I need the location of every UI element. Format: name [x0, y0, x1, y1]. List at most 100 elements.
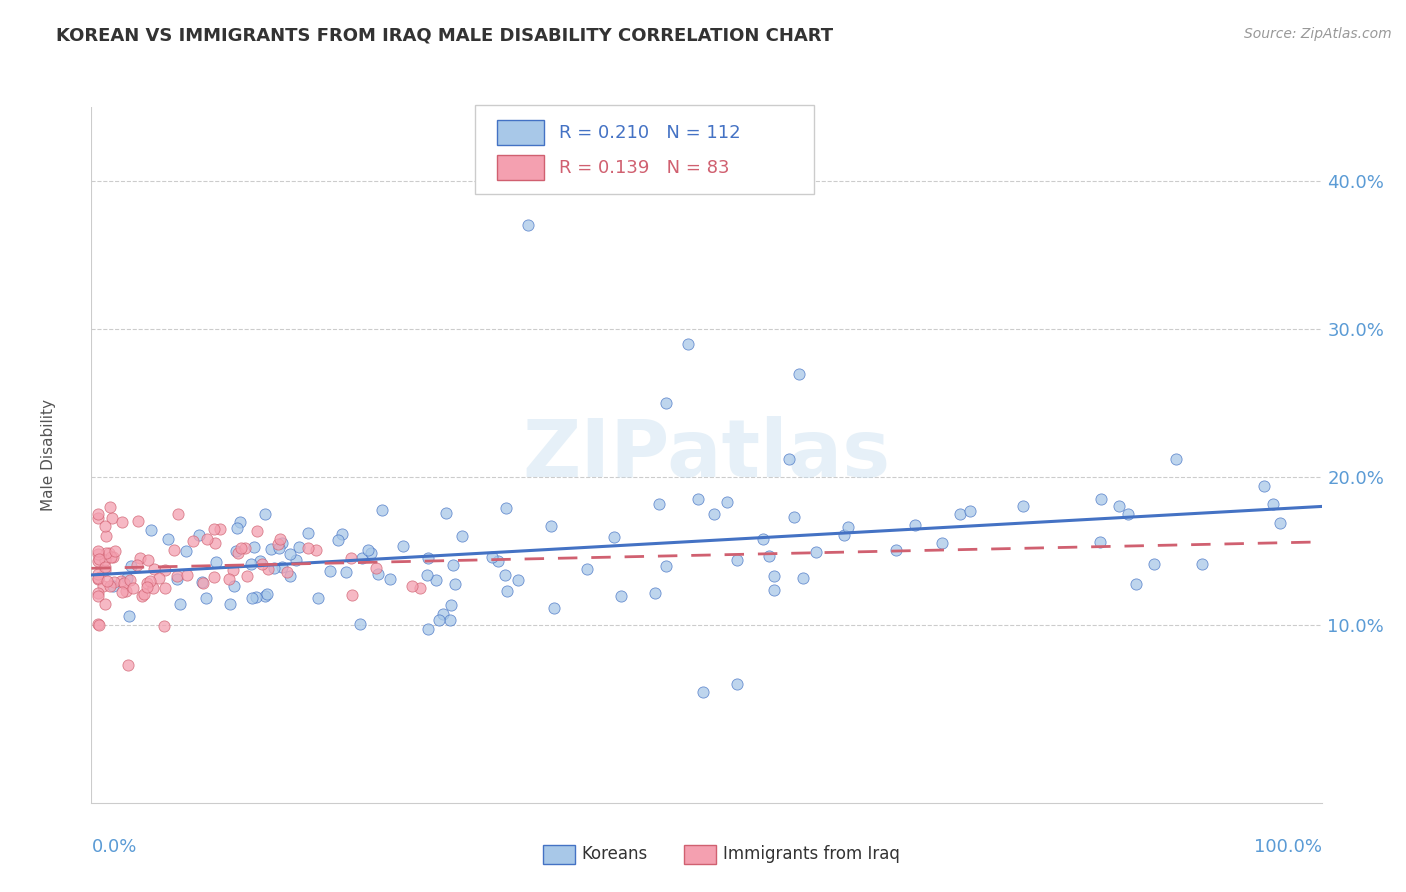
Point	[425, 573, 447, 587]
Point	[357, 543, 380, 558]
Point	[609, 589, 631, 603]
Point	[240, 557, 263, 571]
Point	[204, 555, 226, 569]
Point	[676, 337, 699, 351]
Point	[96, 574, 118, 588]
Point	[517, 219, 540, 233]
Point	[174, 543, 197, 558]
Point	[224, 579, 246, 593]
Point	[98, 579, 121, 593]
Point	[904, 517, 927, 532]
Point	[371, 503, 394, 517]
Point	[254, 507, 277, 521]
Point	[280, 547, 302, 561]
Point	[132, 587, 155, 601]
Point	[360, 546, 382, 560]
Point	[155, 582, 177, 596]
Point	[181, 534, 204, 549]
Point	[93, 563, 115, 577]
Point	[93, 560, 115, 574]
Point	[240, 591, 263, 605]
Point	[792, 571, 814, 585]
Point	[127, 514, 149, 528]
Point	[837, 520, 859, 534]
Point	[686, 492, 709, 507]
Point	[380, 572, 402, 586]
Point	[440, 598, 463, 612]
Point	[233, 541, 256, 555]
Point	[716, 495, 738, 509]
Point	[655, 396, 678, 410]
Point	[110, 584, 132, 599]
Point	[104, 544, 127, 558]
Point	[195, 591, 218, 605]
Point	[495, 584, 517, 599]
Point	[202, 570, 225, 584]
Point	[176, 568, 198, 582]
Text: R = 0.210   N = 112: R = 0.210 N = 112	[558, 124, 741, 142]
Point	[655, 559, 678, 574]
Point	[367, 567, 389, 582]
Point	[86, 511, 108, 525]
Point	[86, 547, 108, 561]
Point	[253, 589, 276, 603]
Point	[416, 568, 439, 582]
Point	[129, 550, 152, 565]
Point	[263, 560, 285, 574]
Point	[231, 541, 253, 555]
Point	[256, 587, 278, 601]
Point	[100, 549, 122, 564]
Point	[804, 545, 827, 559]
Point	[959, 504, 981, 518]
Point	[94, 518, 117, 533]
Point	[218, 572, 240, 586]
Point	[1118, 507, 1140, 521]
Point	[86, 617, 108, 632]
Point	[335, 565, 357, 579]
Point	[297, 541, 319, 556]
Point	[778, 451, 800, 466]
Point	[949, 507, 972, 521]
Point	[236, 569, 259, 583]
Point	[153, 563, 176, 577]
Point	[319, 564, 342, 578]
Point	[115, 571, 138, 585]
Point	[508, 573, 530, 587]
Point	[267, 541, 290, 555]
Point	[1261, 497, 1284, 511]
Point	[94, 529, 117, 543]
Point	[228, 515, 250, 529]
Point	[1191, 557, 1213, 571]
Point	[86, 571, 108, 585]
Point	[783, 509, 806, 524]
Point	[252, 557, 274, 571]
Point	[1108, 499, 1130, 513]
Point	[486, 554, 509, 568]
Point	[451, 529, 474, 543]
Point	[87, 617, 110, 632]
Point	[752, 533, 775, 547]
Point	[111, 515, 134, 529]
Point	[86, 507, 108, 521]
Point	[267, 536, 290, 550]
Point	[103, 549, 125, 564]
Point	[725, 553, 748, 567]
Point	[97, 546, 120, 560]
Point	[332, 526, 354, 541]
Point	[131, 589, 153, 603]
Point	[225, 544, 247, 558]
Point	[148, 572, 170, 586]
Text: 100.0%: 100.0%	[1254, 838, 1322, 855]
Point	[278, 569, 301, 583]
Point	[249, 554, 271, 568]
Point	[703, 507, 725, 521]
Text: 0.0%: 0.0%	[91, 838, 136, 855]
Point	[409, 581, 432, 595]
Point	[120, 573, 142, 587]
Point	[257, 562, 280, 576]
Point	[222, 563, 245, 577]
Point	[136, 576, 159, 591]
FancyBboxPatch shape	[498, 120, 544, 145]
Point	[138, 553, 160, 567]
Point	[86, 572, 108, 586]
